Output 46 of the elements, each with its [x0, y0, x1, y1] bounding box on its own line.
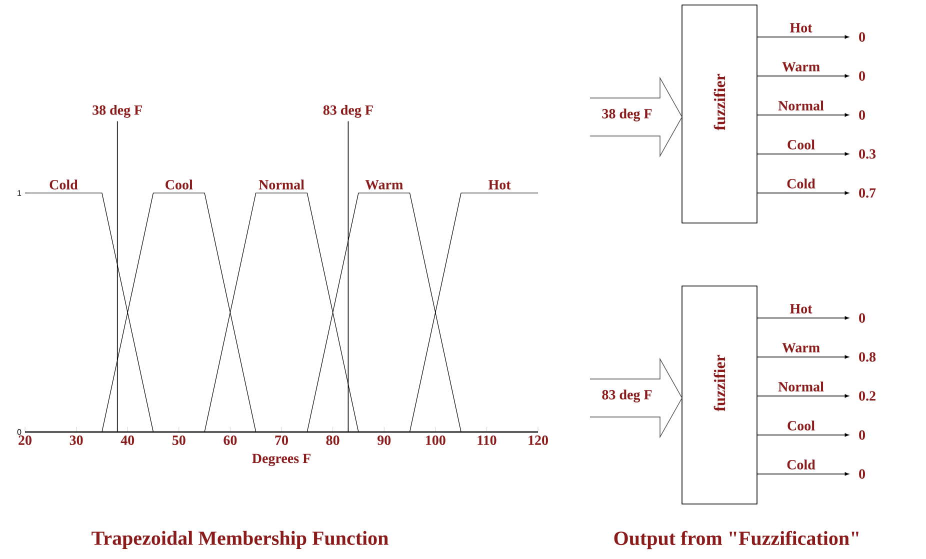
x-tick-label: 60	[224, 436, 237, 445]
x-tick-label: 120	[528, 436, 548, 445]
series-label: Cold	[50, 180, 78, 190]
x-tick-label: 40	[120, 436, 134, 445]
category-label: Cold	[787, 460, 816, 470]
data-label: 0	[859, 313, 865, 323]
category-label: Cool	[788, 140, 815, 150]
text: Trapezoidal Membership Function	[92, 530, 388, 550]
series-label: Hot	[488, 180, 511, 190]
data-label: 0.3	[859, 149, 876, 159]
series-label: Normal	[258, 180, 304, 190]
data-label: 0.7	[859, 188, 876, 198]
y-tick-label: 1	[18, 190, 22, 196]
data-label: 0	[859, 469, 865, 479]
text: 83 deg F	[602, 390, 652, 402]
x-axis-title: Degrees F	[252, 454, 310, 466]
data-label: 0	[859, 71, 865, 81]
data-label: 0	[859, 430, 865, 440]
x-tick-label: 30	[70, 436, 83, 445]
x-tick-label: 100	[426, 436, 446, 445]
x-tick-label: 20	[18, 436, 32, 445]
x-tick-label: 90	[377, 436, 391, 445]
x-tick-label: 50	[172, 436, 186, 445]
text: Output from "Fuzzification"	[614, 530, 858, 550]
category-label: Hot	[790, 23, 812, 32]
data-label: 0.8	[859, 352, 876, 362]
series-label: Warm	[365, 180, 403, 190]
category-label: Normal	[778, 382, 824, 392]
x-tick-label: 80	[326, 436, 340, 445]
data-label: 0	[859, 32, 865, 42]
category-label: Warm	[782, 343, 820, 352]
ref-line-label: 38 deg F	[92, 104, 142, 118]
data-label: 0.2	[859, 391, 876, 401]
x-tick-label: 110	[478, 436, 496, 445]
text: 38 deg F	[602, 108, 652, 122]
category-label: Warm	[782, 62, 820, 72]
category-label: Hot	[790, 304, 812, 314]
text: fuzzifier	[714, 354, 726, 412]
text: fuzzifier	[714, 74, 726, 130]
data-label: 0	[859, 110, 865, 120]
series-label: Cool	[166, 180, 193, 190]
category-label: Normal	[778, 100, 824, 110]
ref-line-label: 83 deg F	[323, 104, 373, 118]
category-label: Cool	[788, 420, 815, 430]
x-tick-label: 70	[275, 436, 288, 445]
category-label: Cold	[787, 178, 816, 188]
